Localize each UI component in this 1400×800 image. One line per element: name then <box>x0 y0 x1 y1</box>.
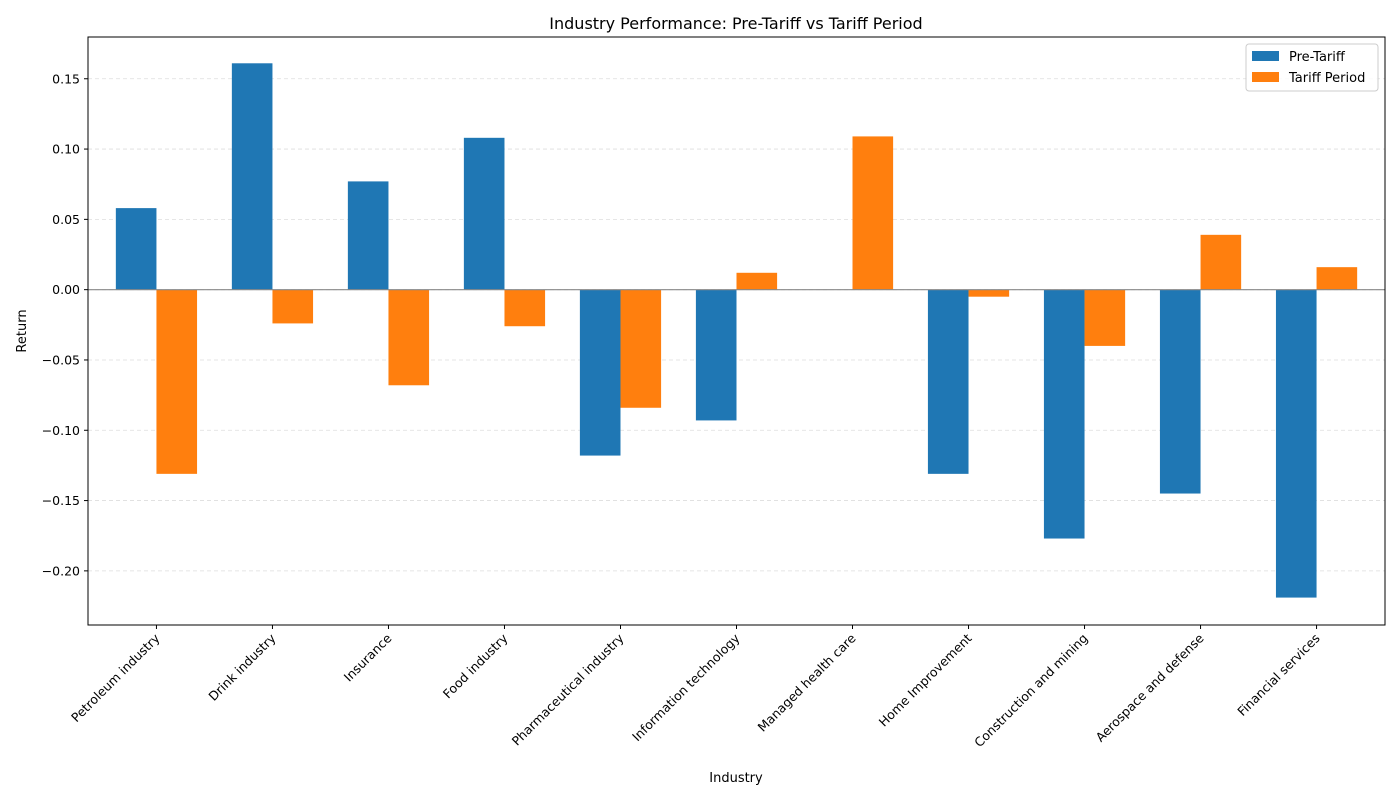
x-tick-label-8: Construction and mining <box>971 631 1090 750</box>
bar-pre-tariff-0 <box>115 208 157 290</box>
y-tick-label-0: −0.20 <box>42 563 80 578</box>
bar-pre-tariff-9 <box>1159 289 1201 494</box>
bar-tariff-period-1 <box>272 289 314 324</box>
bar-pre-tariff-1 <box>231 63 273 290</box>
legend: Pre-Tariff Tariff Period <box>1245 43 1379 92</box>
y-tick-label-1: −0.15 <box>42 493 80 508</box>
legend-swatch-0 <box>1252 51 1279 61</box>
y-tick-label-5: 0.05 <box>52 212 80 227</box>
bar-tariff-period-4 <box>620 289 662 408</box>
bar-tariff-period-9 <box>1200 234 1242 290</box>
x-tick-label-6: Managed health care <box>755 630 859 734</box>
x-tick-label-0: Petroleum industry <box>68 630 163 725</box>
bar-pre-tariff-4 <box>579 289 621 456</box>
bar-pre-tariff-5 <box>695 289 737 421</box>
x-tick-label-10: Financial services <box>1234 631 1322 719</box>
x-axis-label: Industry <box>709 771 763 786</box>
bar-tariff-period-8 <box>1084 289 1126 346</box>
x-tick-label-7: Home Improvement <box>876 630 975 729</box>
legend-label-1: Tariff Period <box>1288 71 1365 86</box>
x-tick-label-3: Food industry <box>440 630 511 701</box>
bar-pre-tariff-7 <box>927 289 969 474</box>
y-tick-label-7: 0.15 <box>52 71 80 86</box>
bar-tariff-period-3 <box>504 289 546 327</box>
y-axis-label: Return <box>15 309 30 352</box>
x-tick-label-2: Insurance <box>341 630 395 684</box>
x-tick-label-5: Information technology <box>629 630 743 744</box>
y-tick-label-4: 0.00 <box>52 282 80 297</box>
bar-tariff-period-7 <box>968 289 1010 297</box>
bar-tariff-period-0 <box>156 289 198 474</box>
legend-swatch-1 <box>1252 72 1279 82</box>
bar-pre-tariff-10 <box>1275 289 1317 598</box>
bar-tariff-period-5 <box>736 272 778 290</box>
y-axis-ticks: −0.20 −0.15 −0.10 −0.05 0.00 0.05 0.10 0.15 <box>42 71 88 578</box>
bar-pre-tariff-8 <box>1043 289 1085 539</box>
bar-tariff-period-10 <box>1316 267 1358 290</box>
x-tick-label-1: Drink industry <box>205 630 279 704</box>
x-axis-ticks: Petroleum industry Drink industry Insuranc… <box>68 625 1323 750</box>
bar-pre-tariff-3 <box>463 137 505 290</box>
bars <box>115 63 1358 598</box>
bar-tariff-period-2 <box>388 289 430 386</box>
x-tick-label-9: Aerospace and defense <box>1092 630 1206 744</box>
y-tick-label-2: −0.10 <box>42 423 80 438</box>
bar-tariff-period-6 <box>852 136 894 290</box>
x-tick-label-4: Pharmaceutical industry <box>509 630 627 748</box>
legend-label-0: Pre-Tariff <box>1289 50 1346 65</box>
y-tick-label-3: −0.05 <box>42 352 80 367</box>
chart-title: Industry Performance: Pre-Tariff vs Tari… <box>549 14 922 33</box>
bar-pre-tariff-2 <box>347 181 389 290</box>
y-tick-label-6: 0.10 <box>52 142 80 157</box>
